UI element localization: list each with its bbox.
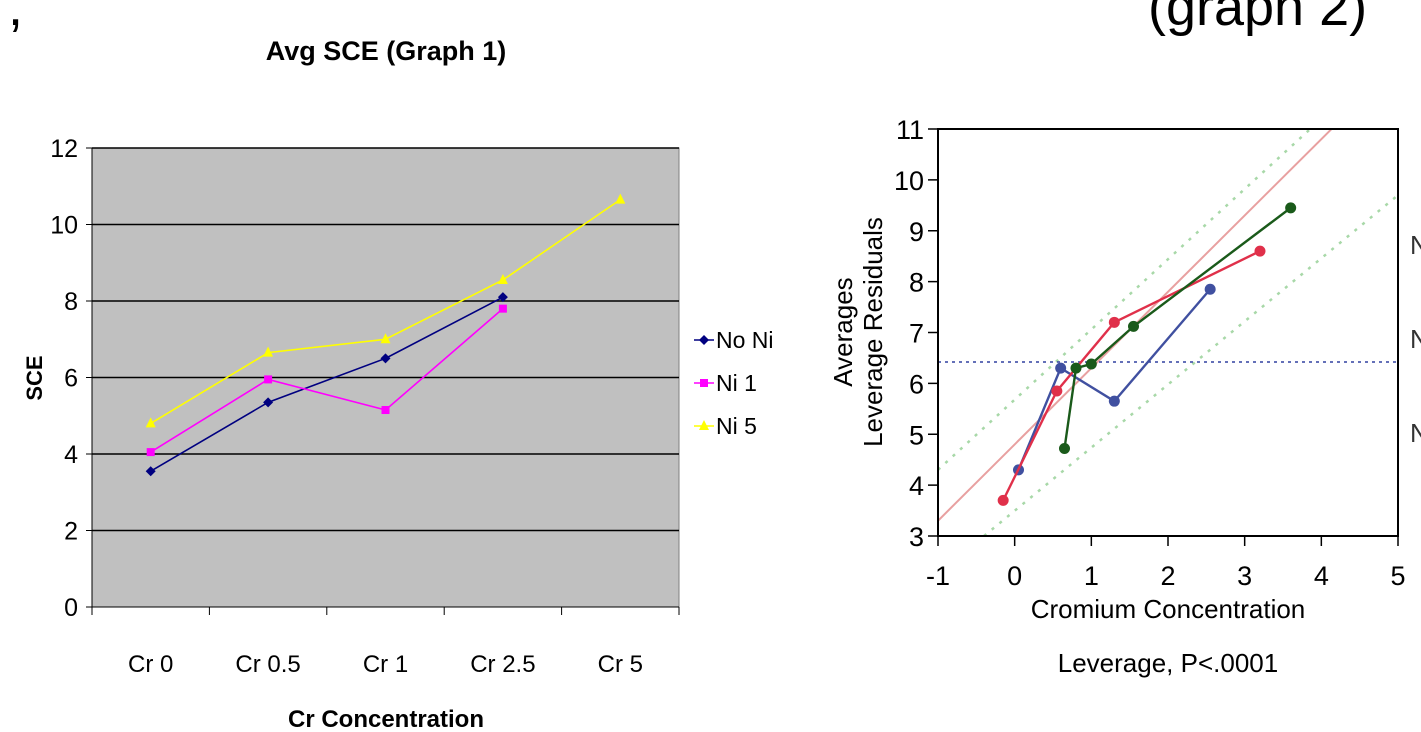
chart1-x-label: Cr Concentration	[288, 706, 484, 732]
chart2-x-tick-label: 4	[1314, 561, 1329, 591]
chart2-series-line-1	[1017, 288, 1212, 471]
chart1-legend-label-ni-1: Ni 1	[716, 370, 757, 396]
chart2-caption: Leverage, P<.0001	[1058, 648, 1278, 678]
chart2-y-tick-label: 11	[896, 115, 924, 145]
chart1-point-ni-1	[498, 304, 507, 313]
chart1-x-tick-label: Cr 0.5	[235, 651, 300, 678]
chart2-y-tick-label: 10	[894, 166, 924, 196]
heading-left-fragment: ,	[8, 0, 24, 37]
chart2-x-tick-label: 0	[1007, 561, 1022, 591]
chart1-point-ni-1	[381, 406, 390, 415]
chart2-y-tick-label: 7	[909, 319, 924, 349]
chart1-point-no-ni	[380, 353, 391, 364]
chart2-point-3	[1070, 362, 1082, 374]
chart1-legend-marker-ni-1	[700, 379, 708, 387]
chart1-x-tick-label: Cr 5	[598, 651, 643, 678]
chart1-y-label: SCE	[22, 355, 47, 400]
chart2-point-1	[1108, 395, 1120, 407]
chart2-y-label-line-1: Averages	[828, 277, 858, 386]
chart1-point-ni-5	[380, 333, 391, 344]
chart1-title: Avg SCE (Graph 1)	[266, 36, 507, 66]
chart1-y-tick-label: 10	[50, 212, 78, 240]
chart2-point-2	[1051, 385, 1063, 397]
chart1-y-tick-label: 0	[64, 594, 78, 622]
chart2-point-1	[1204, 283, 1216, 295]
chart2-y-tick-label: 6	[909, 369, 924, 399]
chart2-x-tick-label: -1	[926, 561, 950, 591]
chart1-series-line-no-ni	[150, 296, 504, 472]
chart2-x-tick-label: 1	[1084, 561, 1099, 591]
chart2-x-label: Cromium Concentration	[1031, 594, 1306, 624]
chart2-x-tick-label: 2	[1160, 561, 1175, 591]
chart1-point-ni-5	[145, 417, 156, 428]
chart1-legend-marker-ni-5	[699, 420, 709, 430]
chart2-x-tick-label: 5	[1390, 561, 1405, 591]
chart2-point-3	[1128, 320, 1139, 332]
chart1-y-tick-label: 6	[64, 365, 78, 393]
chart2-point-3	[1059, 442, 1070, 454]
chart2-frame	[937, 128, 1399, 537]
chart1-y-tick-label: 12	[50, 135, 78, 163]
chart2-confidence-band-upper	[938, 129, 1313, 471]
chart1-point-ni-5	[263, 346, 274, 357]
chart2-y-tick-label: 5	[909, 420, 924, 450]
chart2-confidence-band-lower	[983, 194, 1398, 536]
chart1-point-no-ni	[263, 397, 274, 408]
chart1-point-ni-1	[264, 375, 273, 384]
chart2-y-tick-label: 9	[909, 217, 924, 247]
chart2-point-3	[1285, 202, 1297, 214]
chart2-right-label: N	[1410, 230, 1421, 260]
chart1-y-tick-label: 2	[64, 518, 78, 546]
chart2-plot-marks	[938, 129, 1398, 536]
chart1-legend-label-ni-5: Ni 5	[716, 413, 757, 439]
chart1-point-ni-5	[615, 193, 626, 204]
chart1-y-tick-label: 4	[64, 441, 78, 469]
chart2-point-2	[1254, 245, 1266, 257]
chart2-point-2	[1108, 316, 1120, 328]
chart1-y-tick-label: 8	[64, 288, 78, 316]
chart1-series-line-ni-1	[150, 308, 504, 453]
chart1-point-no-ni	[497, 292, 508, 303]
chart1-point-no-ni	[145, 466, 156, 477]
chart2-y-tick-label: 8	[909, 268, 924, 298]
chart-avg-sce: Avg SCE (Graph 1) 0 2 4 6 8 10 12 Cr 0 Cr 0.5 Cr 1…	[22, 36, 774, 732]
chart1-legend-marker-no-ni	[699, 335, 709, 345]
chart1-x-tick-label: Cr 2.5	[470, 651, 535, 678]
chart2-y-tick-label: 3	[909, 522, 924, 552]
chart1-x-tick-label: Cr 0	[128, 651, 173, 678]
chart2-right-label: N	[1410, 324, 1421, 354]
chart1-point-ni-5	[497, 273, 508, 284]
chart2-y-label-line-2: Leverage Residuals	[858, 217, 888, 447]
chart1-legend-label-no-ni: No Ni	[716, 327, 774, 353]
chart2-point-3	[1085, 358, 1097, 370]
chart2-y-tick-label: 4	[909, 471, 924, 501]
chart2-point-1	[1055, 362, 1067, 374]
chart2-fit-line	[938, 129, 1333, 522]
chart2-x-tick-label: 3	[1237, 561, 1252, 591]
chart1-x-tick-label: Cr 1	[363, 651, 408, 678]
chart1-point-ni-1	[146, 448, 155, 457]
chart2-right-label: N	[1410, 418, 1421, 448]
heading-right-fragment: (graph 2)	[1148, 0, 1368, 37]
chart2-point-2	[997, 494, 1009, 506]
